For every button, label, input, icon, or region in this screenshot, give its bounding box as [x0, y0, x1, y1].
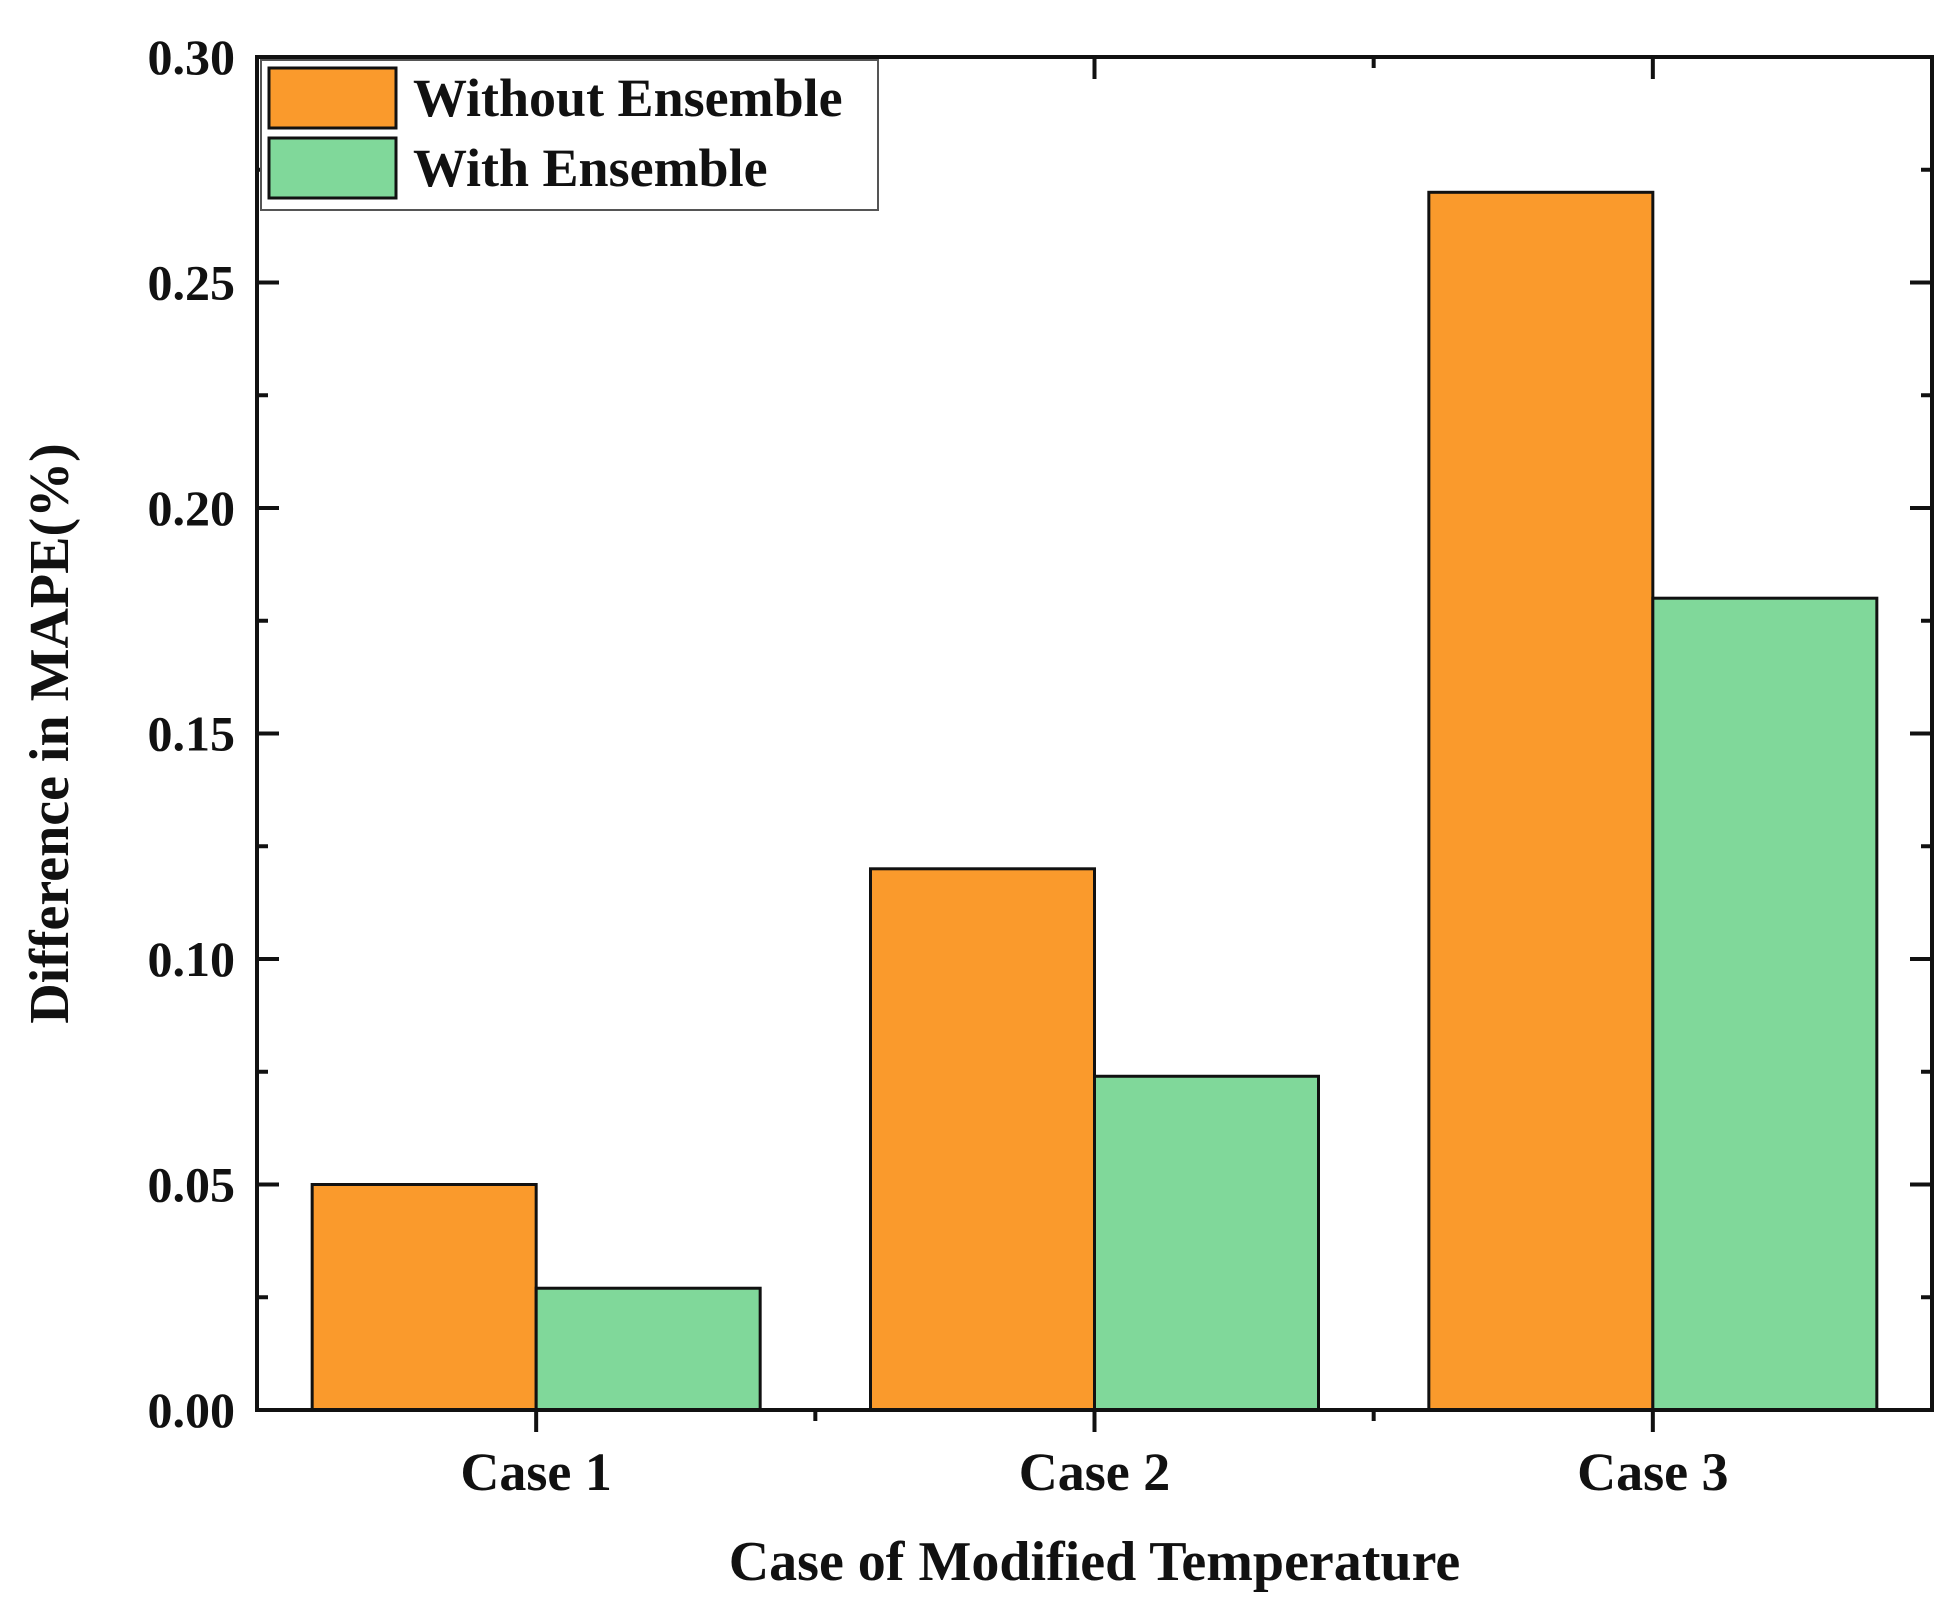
bar-with-ensemble-case-2: [1093, 1074, 1320, 1412]
y-tick-label: 0.00: [148, 1382, 236, 1438]
bar-with-ensemble-case-3: [1651, 596, 1879, 1412]
x-tick-label: Case 3: [1577, 1442, 1728, 1502]
legend-label: With Ensemble: [413, 138, 768, 198]
plot-frame: [255, 55, 1934, 1412]
y-tick-label: 0.10: [148, 931, 236, 987]
x-tick-label: Case 1: [460, 1442, 611, 1502]
x-axis-title: Case of Modified Temperature: [729, 1531, 1461, 1593]
y-tick-label: 0.20: [148, 480, 236, 536]
legend-swatch: [267, 66, 398, 130]
bar-with-ensemble-case-1: [534, 1286, 762, 1412]
legend-label: Without Ensemble: [413, 68, 843, 128]
bars-group: [310, 190, 1879, 1412]
bar-without-ensemble-case-3: [1427, 190, 1655, 1412]
x-tick-labels: Case 1 Case 2 Case 3: [460, 1442, 1728, 1502]
y-axis-title: Difference in MAPE(%): [19, 443, 81, 1024]
y-tick-label: 0.30: [148, 29, 236, 85]
legend: Without Ensemble With Ensemble: [260, 59, 879, 211]
y-tick-labels: 0.00 0.05 0.10 0.15 0.20 0.25 0.30: [148, 29, 236, 1438]
y-tick-label: 0.25: [148, 255, 236, 311]
y-tick-label: 0.05: [148, 1157, 236, 1213]
x-tick-label: Case 2: [1019, 1442, 1170, 1502]
legend-swatch: [267, 136, 398, 200]
bar-without-ensemble-case-2: [869, 867, 1096, 1412]
bar-without-ensemble-case-1: [310, 1183, 538, 1412]
y-tick-label: 0.15: [148, 706, 236, 762]
